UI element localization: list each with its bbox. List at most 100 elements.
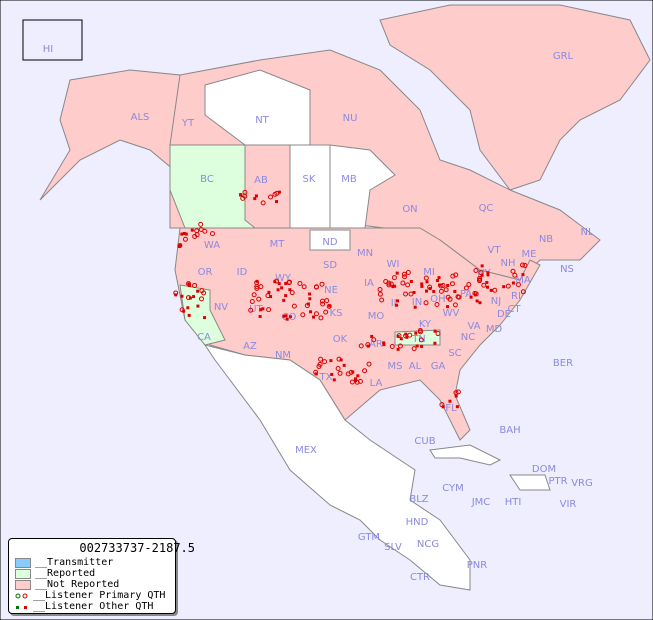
listener-other-qth xyxy=(370,334,374,338)
region-label-me: ME xyxy=(522,249,537,260)
listener-primary-qth xyxy=(266,307,272,313)
listener-primary-qth xyxy=(240,195,246,201)
listener-other-qth xyxy=(474,293,478,297)
listener-primary-qth xyxy=(336,356,342,362)
listener-primary-qth xyxy=(453,390,459,396)
primary-qth-icon xyxy=(15,592,29,600)
listener-other-qth xyxy=(399,337,403,341)
region-label-wi: WI xyxy=(387,259,400,270)
region-label-nj: NJ xyxy=(491,296,501,307)
region-hi-box xyxy=(22,19,83,61)
listener-primary-qth xyxy=(202,228,208,234)
listener-other-qth xyxy=(267,290,271,294)
listener-other-qth xyxy=(446,305,450,309)
region-label-mn: MN xyxy=(357,248,373,259)
region-hispaniola xyxy=(509,474,551,491)
listener-primary-qth xyxy=(319,281,325,287)
listener-other-qth xyxy=(330,372,334,376)
listener-primary-qth xyxy=(505,283,511,289)
listener-other-qth xyxy=(284,294,288,298)
listener-primary-qth xyxy=(254,284,260,290)
listener-other-qth xyxy=(446,284,450,288)
listener-primary-qth xyxy=(449,281,455,287)
region-label-wa: WA xyxy=(204,240,220,251)
region-label-vrg: VRG xyxy=(571,478,593,489)
listener-primary-qth xyxy=(453,272,459,278)
listener-primary-qth xyxy=(242,189,248,195)
region-label-ncg: NCG xyxy=(417,539,439,550)
listener-other-qth xyxy=(448,399,452,403)
listener-other-qth xyxy=(396,347,400,351)
region-label-pnr: PNR xyxy=(467,560,488,571)
listener-primary-qth xyxy=(463,285,469,291)
listener-other-qth xyxy=(276,288,280,292)
listener-primary-qth xyxy=(265,293,271,299)
region-label-ca: CA xyxy=(197,332,211,343)
listener-primary-qth xyxy=(512,272,518,278)
listener-other-qth xyxy=(288,315,292,319)
listener-other-qth xyxy=(284,282,288,286)
listener-other-qth xyxy=(314,372,318,376)
listener-primary-qth xyxy=(383,278,389,284)
region-label-wv: WV xyxy=(443,308,460,319)
region-bc xyxy=(169,144,257,229)
listener-other-qth xyxy=(433,341,437,345)
region-label-als: ALS xyxy=(131,112,150,123)
listener-other-qth xyxy=(259,308,263,312)
listener-primary-qth xyxy=(443,287,449,293)
region-label-vir: VIR xyxy=(560,499,577,510)
listener-other-qth xyxy=(306,302,310,306)
listener-primary-qth xyxy=(248,307,254,313)
listener-other-qth xyxy=(255,279,259,283)
other-qth-icon xyxy=(15,603,29,611)
region-label-id: ID xyxy=(237,267,248,278)
listener-other-qth xyxy=(196,289,200,293)
listener-other-qth xyxy=(280,286,284,290)
listener-other-qth xyxy=(441,405,445,409)
listener-other-qth xyxy=(412,290,416,294)
listener-primary-qth xyxy=(388,281,394,287)
region-nd xyxy=(309,229,351,251)
listener-primary-qth xyxy=(377,287,383,293)
listener-primary-qth xyxy=(273,278,279,284)
region-label-tn: TN xyxy=(411,334,426,345)
listener-primary-qth xyxy=(477,277,483,283)
listener-primary-qth xyxy=(450,273,456,279)
listener-other-qth xyxy=(521,273,525,277)
listener-primary-qth xyxy=(320,301,326,307)
listener-other-qth xyxy=(285,317,289,321)
region-label-il: IL xyxy=(391,298,400,309)
region-label-ber: BER xyxy=(553,358,573,369)
listener-other-qth xyxy=(180,294,184,298)
listener-primary-qth xyxy=(466,282,472,288)
region-label-qc: QC xyxy=(479,203,494,214)
listener-primary-qth xyxy=(423,275,429,281)
listener-other-qth xyxy=(420,282,424,286)
listener-other-qth xyxy=(511,281,515,285)
region-label-bah: BAH xyxy=(499,425,520,436)
listener-other-qth xyxy=(395,271,399,275)
region-label-ri: RI xyxy=(511,291,521,302)
listener-other-qth xyxy=(184,232,188,236)
listener-primary-qth xyxy=(519,262,525,268)
region-label-md: MD xyxy=(486,324,503,335)
region-label-ab: AB xyxy=(254,175,268,186)
listener-primary-qth xyxy=(522,262,528,268)
listener-other-qth xyxy=(254,194,258,198)
listener-other-qth xyxy=(382,341,386,345)
listener-primary-qth xyxy=(386,282,392,288)
listener-other-qth xyxy=(284,314,288,318)
listener-other-qth xyxy=(425,280,429,284)
listener-other-qth xyxy=(186,306,190,310)
region-label-gtm: GTM xyxy=(358,532,380,543)
region-label-dom: DOM xyxy=(532,464,556,475)
listener-primary-qth xyxy=(182,236,188,242)
legend-title: 002733737-2187.5 xyxy=(79,541,195,555)
region-label-mb: MB xyxy=(341,174,357,185)
region-label-grl: GRL xyxy=(553,51,574,62)
listener-primary-qth xyxy=(397,343,403,349)
listener-primary-qth xyxy=(400,280,406,286)
listener-primary-qth xyxy=(473,267,479,273)
region-mex xyxy=(203,344,471,591)
